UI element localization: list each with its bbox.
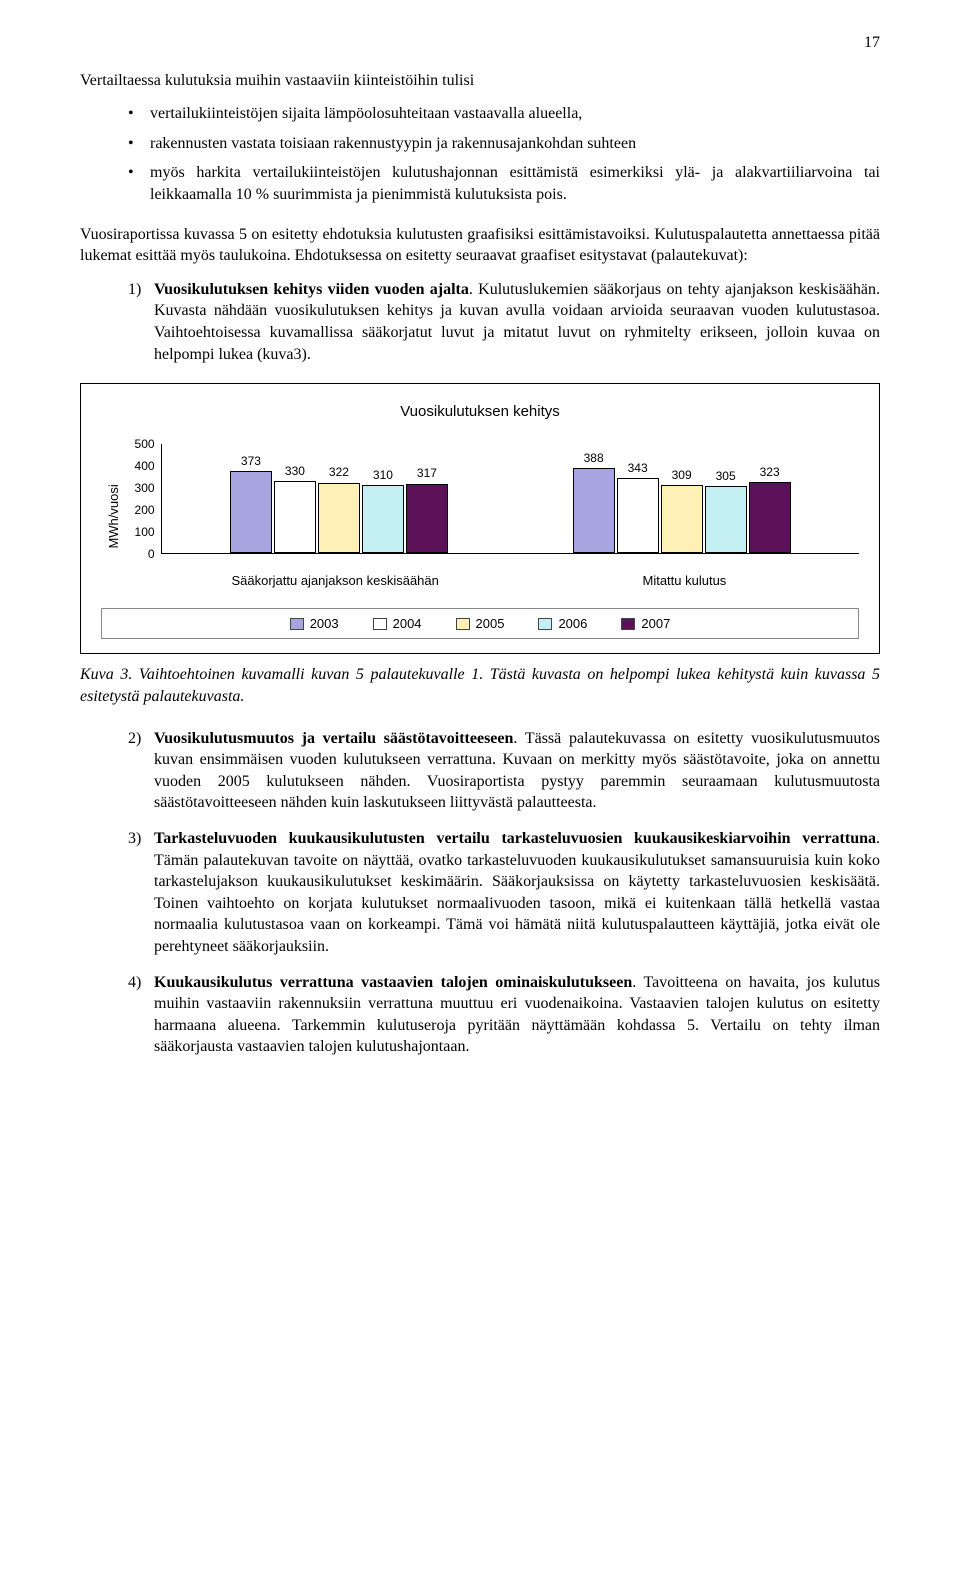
x-axis-label: Mitattu kulutus bbox=[510, 566, 859, 590]
list-item-3: 3) Tarkasteluvuoden kuukausikulutusten v… bbox=[128, 828, 880, 958]
page-number: 17 bbox=[80, 32, 880, 54]
list-marker: 2) bbox=[128, 728, 141, 750]
bar-wrap: 330 bbox=[273, 463, 317, 554]
legend-swatch bbox=[373, 618, 387, 630]
y-tick: 500 bbox=[127, 438, 155, 450]
legend-label: 2003 bbox=[310, 615, 339, 633]
bar-value-label: 343 bbox=[628, 460, 648, 476]
bar-wrap: 305 bbox=[704, 468, 748, 553]
list-item-bold: Tarkasteluvuoden kuukausikulutusten vert… bbox=[154, 830, 876, 847]
y-ticks: 0 100 200 300 400 500 bbox=[127, 438, 161, 560]
bar-wrap: 323 bbox=[748, 464, 792, 553]
bar-value-label: 309 bbox=[672, 467, 692, 483]
legend-label: 2005 bbox=[476, 615, 505, 633]
bar-wrap: 322 bbox=[317, 464, 361, 553]
bar bbox=[274, 481, 316, 554]
bar-value-label: 310 bbox=[373, 467, 393, 483]
bar bbox=[749, 482, 791, 553]
paragraph-2: Vuosiraportissa kuvassa 5 on esitetty eh… bbox=[80, 224, 880, 267]
legend-swatch bbox=[621, 618, 635, 630]
chart-legend: 2003 2004 2005 2006 2007 bbox=[101, 608, 859, 640]
bar-value-label: 322 bbox=[329, 464, 349, 480]
legend-item: 2005 bbox=[456, 615, 505, 633]
list-item-4: 4) Kuukausikulutus verrattuna vastaavien… bbox=[128, 972, 880, 1058]
y-tick: 100 bbox=[127, 526, 155, 538]
list-item-1: 1) Vuosikulutuksen kehitys viiden vuoden… bbox=[128, 279, 880, 365]
bar-wrap: 373 bbox=[229, 453, 273, 553]
x-axis-label: Sääkorjattu ajanjakson keskisäähän bbox=[161, 566, 510, 590]
list-item-bold: Vuosikulutusmuutos ja vertailu säästötav… bbox=[154, 730, 513, 747]
bar-wrap: 388 bbox=[572, 450, 616, 554]
numbered-list-cont: 2) Vuosikulutusmuutos ja vertailu säästö… bbox=[128, 728, 880, 1058]
y-tick: 200 bbox=[127, 504, 155, 516]
legend-item: 2006 bbox=[538, 615, 587, 633]
bar-wrap: 343 bbox=[616, 460, 660, 554]
chart-body: MWh/vuosi 0100200300400500 3733303223103… bbox=[101, 444, 859, 590]
bar bbox=[661, 485, 703, 553]
bar-group: 388 343 309 305 323 bbox=[510, 444, 853, 553]
bar-value-label: 330 bbox=[285, 463, 305, 479]
bar bbox=[406, 484, 448, 554]
legend-swatch bbox=[538, 618, 552, 630]
y-tick: 300 bbox=[127, 482, 155, 494]
bar bbox=[230, 471, 272, 553]
legend-item: 2007 bbox=[621, 615, 670, 633]
plot-area: 0100200300400500 37333032231031738834330… bbox=[127, 444, 859, 590]
bullet-list: vertailukiinteistöjen sijaita lämpöolosu… bbox=[128, 103, 880, 205]
bar-value-label: 388 bbox=[584, 450, 604, 466]
intro-paragraph: Vertailtaessa kulutuksia muihin vastaavi… bbox=[80, 70, 880, 92]
list-marker: 3) bbox=[128, 828, 141, 850]
legend-label: 2007 bbox=[641, 615, 670, 633]
legend-label: 2004 bbox=[393, 615, 422, 633]
y-axis-label: MWh/vuosi bbox=[101, 444, 127, 590]
bar bbox=[318, 483, 360, 554]
figure-caption: Kuva 3. Vaihtoehtoinen kuvamalli kuvan 5… bbox=[80, 664, 880, 707]
legend-swatch bbox=[456, 618, 470, 630]
list-item-rest: . Tämän palautekuvan tavoite on näyttää,… bbox=[154, 830, 880, 955]
chart-container: Vuosikulutuksen kehitys MWh/vuosi 0 100 20… bbox=[80, 383, 880, 654]
list-item-bold: Vuosikulutuksen kehitys viiden vuoden aj… bbox=[154, 281, 469, 298]
bar-value-label: 305 bbox=[716, 468, 736, 484]
bar bbox=[705, 486, 747, 553]
bar-value-label: 323 bbox=[760, 464, 780, 480]
bar-wrap: 310 bbox=[361, 467, 405, 553]
legend-label: 2006 bbox=[558, 615, 587, 633]
bar-group: 373 330 322 310 317 bbox=[168, 444, 511, 553]
legend-item: 2004 bbox=[373, 615, 422, 633]
chart-title: Vuosikulutuksen kehitys bbox=[101, 402, 859, 422]
list-item-2: 2) Vuosikulutusmuutos ja vertailu säästö… bbox=[128, 728, 880, 814]
bar-wrap: 309 bbox=[660, 467, 704, 553]
numbered-list: 1) Vuosikulutuksen kehitys viiden vuoden… bbox=[128, 279, 880, 365]
bar bbox=[362, 485, 404, 553]
bullet-item: myös harkita vertailukiinteistöjen kulut… bbox=[128, 162, 880, 205]
bar-wrap: 317 bbox=[405, 465, 449, 553]
bullet-item: rakennusten vastata toisiaan rakennustyy… bbox=[128, 133, 880, 155]
legend-item: 2003 bbox=[290, 615, 339, 633]
y-tick: 0 bbox=[127, 548, 155, 560]
legend-swatch bbox=[290, 618, 304, 630]
x-axis-labels: Sääkorjattu ajanjakson keskisäähänMitatt… bbox=[161, 566, 859, 590]
bullet-item: vertailukiinteistöjen sijaita lämpöolosu… bbox=[128, 103, 880, 125]
y-tick: 400 bbox=[127, 460, 155, 472]
bar-value-label: 373 bbox=[241, 453, 261, 469]
bar bbox=[617, 478, 659, 553]
list-item-bold: Kuukausikulutus verrattuna vastaavien ta… bbox=[154, 974, 632, 991]
bars-region: 373 330 322 310 317 388 343 309 305 323 bbox=[161, 444, 859, 554]
bar bbox=[573, 468, 615, 553]
bar-value-label: 317 bbox=[417, 465, 437, 481]
list-marker: 4) bbox=[128, 972, 141, 994]
list-marker: 1) bbox=[128, 279, 141, 301]
